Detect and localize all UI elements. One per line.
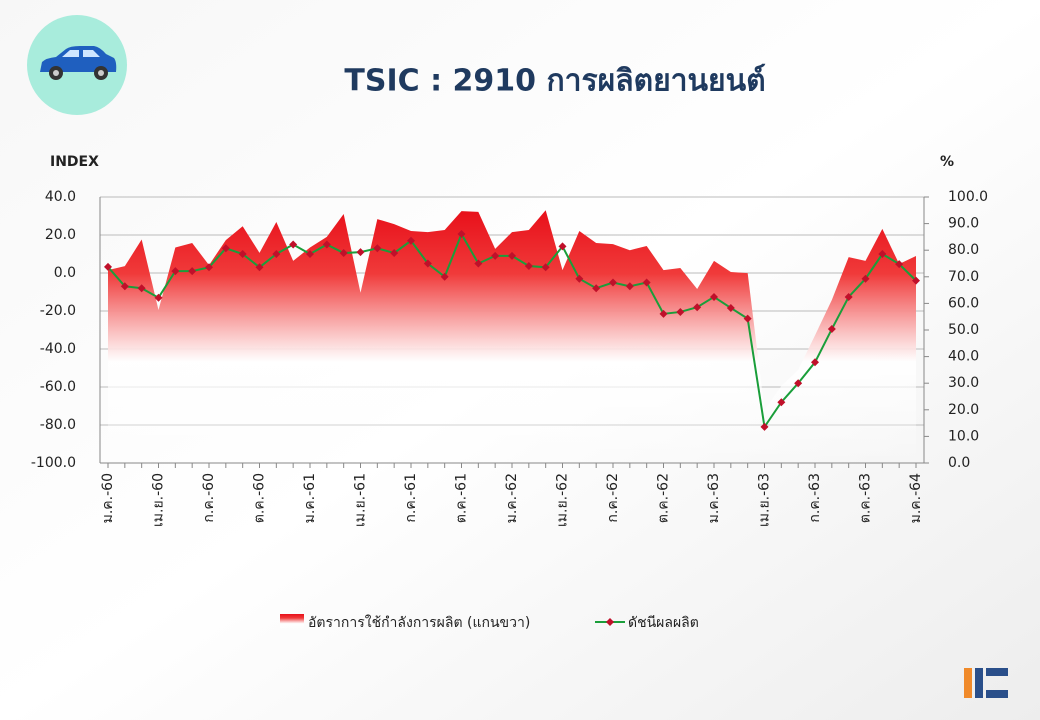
x-tick-label: ก.ค.-60 (201, 473, 217, 523)
x-tick-label: ม.ค.-60 (100, 473, 116, 523)
marker (541, 263, 550, 272)
marker (508, 251, 516, 260)
marker (272, 250, 281, 258)
x-tick-label: ต.ค.-62 (656, 473, 672, 523)
x-tick-label: ต.ค.-61 (454, 473, 470, 523)
marker (154, 293, 163, 302)
marker (356, 248, 365, 257)
marker (676, 307, 685, 316)
marker (339, 249, 348, 258)
y-axis-title: INDEX (50, 154, 99, 170)
marker (693, 303, 702, 312)
x-tick-label: เม.ย.-62 (555, 473, 571, 527)
y-tick-label: 20.0 (45, 227, 76, 243)
marker (827, 325, 836, 334)
marker (575, 274, 584, 283)
y2-tick-label: 40.0 (948, 349, 979, 365)
y-tick-label: -60.0 (40, 379, 76, 395)
y2-tick-label: 90.0 (948, 216, 979, 232)
marker (120, 282, 129, 291)
x-tick-label: เม.ย.-60 (151, 473, 167, 527)
marker (440, 272, 449, 281)
marker (878, 250, 887, 258)
x-tick-label: ต.ค.-63 (858, 473, 874, 523)
y-tick-label: -80.0 (40, 417, 76, 433)
marker (390, 249, 399, 258)
y2-tick-label: 50.0 (948, 322, 979, 338)
area (108, 210, 916, 463)
legend-label: ดัชนีผลผลิต (628, 615, 699, 631)
marker (794, 379, 803, 388)
marker (491, 251, 500, 260)
marker (710, 292, 718, 301)
marker (457, 230, 466, 239)
y2-tick-label: 60.0 (948, 295, 979, 311)
y2-tick-label: 10.0 (948, 428, 979, 444)
x-tick-label: ก.ค.-62 (605, 473, 621, 523)
marker (373, 244, 382, 253)
x-tick-label: ม.ค.-62 (504, 473, 520, 523)
marker (625, 282, 634, 291)
marker (861, 274, 870, 283)
y2-axis-title: % (940, 154, 954, 170)
y-tick-label: 0.0 (54, 265, 76, 281)
marker (137, 284, 146, 293)
x-tick-label: ม.ค.-63 (706, 473, 722, 523)
marker (322, 240, 331, 249)
marker (642, 278, 651, 287)
y-tick-label: -20.0 (40, 303, 76, 319)
marker (844, 292, 853, 301)
marker (726, 303, 735, 312)
marker (104, 262, 112, 271)
legend-swatch (280, 614, 304, 630)
marker (524, 261, 533, 270)
y-tick-label: -100.0 (31, 455, 76, 471)
marker (255, 263, 264, 272)
marker (205, 263, 213, 272)
chart-title: TSIC : 2910 การผลิตยานยนต์ (344, 64, 765, 99)
x-tick-label: ม.ค.-64 (908, 473, 924, 523)
marker (407, 236, 415, 245)
y2-tick-label: 80.0 (948, 242, 979, 258)
marker (289, 240, 298, 249)
marker (777, 398, 786, 407)
x-tick-label: ม.ค.-61 (302, 473, 318, 523)
car-icon (27, 15, 127, 115)
marker (895, 260, 904, 269)
marker (221, 244, 230, 253)
marker (238, 250, 247, 258)
x-tick-label: เม.ย.-63 (757, 473, 773, 527)
x-tick-label: เม.ย.-61 (353, 473, 369, 527)
marker (592, 284, 601, 293)
legend-marker (606, 618, 614, 626)
y-tick-label: 40.0 (45, 189, 76, 205)
marker (609, 278, 617, 287)
y2-tick-label: 70.0 (948, 269, 979, 285)
marker (912, 276, 920, 285)
marker (760, 422, 769, 431)
marker (558, 242, 567, 251)
marker (659, 309, 668, 318)
x-tick-label: ก.ค.-61 (403, 473, 419, 523)
marker (171, 267, 180, 276)
y2-tick-label: 30.0 (948, 375, 979, 391)
y2-tick-label: 100.0 (948, 189, 988, 205)
logo (964, 668, 1008, 698)
marker (306, 250, 314, 258)
marker (188, 267, 197, 276)
legend-label: อัตราการใช้กำลังการผลิต (แกนขวา) (308, 614, 530, 631)
x-tick-label: ก.ค.-63 (807, 473, 823, 523)
marker (811, 358, 819, 367)
y2-tick-label: 20.0 (948, 402, 979, 418)
marker (423, 259, 432, 268)
y-tick-label: -40.0 (40, 341, 76, 357)
marker (743, 314, 752, 323)
marker (474, 259, 483, 268)
x-tick-label: ต.ค.-60 (252, 473, 268, 523)
y2-tick-label: 0.0 (948, 455, 970, 471)
